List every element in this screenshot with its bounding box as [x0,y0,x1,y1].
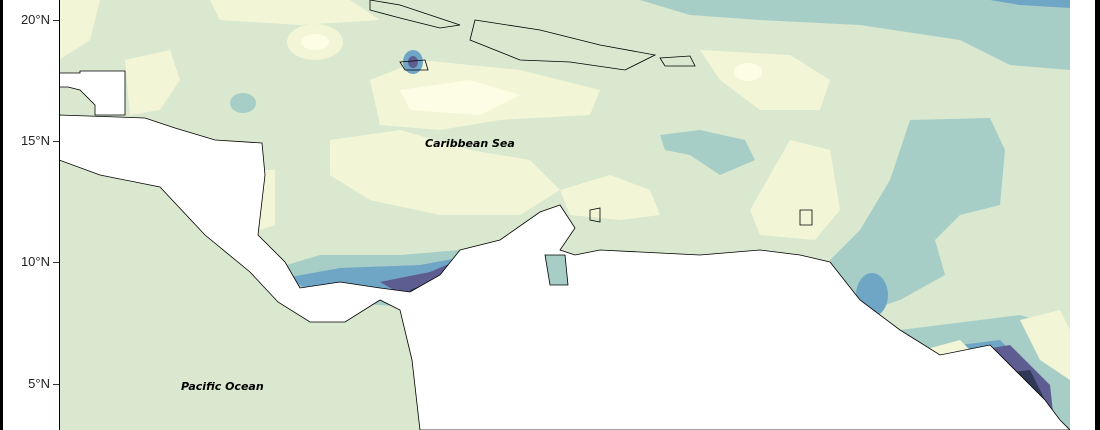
contour-yellow-coast [560,175,660,220]
contour-teal-mid [660,130,755,175]
y-tick-label: 10°N [20,254,50,269]
land-guatemala-north [59,70,126,116]
contour-cream-jamaica [400,80,520,115]
right-border [1095,0,1100,430]
label-pacific-ocean: Pacific Ocean [181,380,264,393]
island-jamaica [399,59,429,71]
y-tick [53,20,59,21]
land-outline [59,0,1070,430]
label-caribbean-sea: Caribbean Sea [425,137,515,150]
contour-yellow-east [1020,310,1070,380]
y-tick [53,262,59,263]
contour-blue-north [990,0,1070,8]
contour-yellow-nw [59,0,100,60]
contour-cream-antilles [734,63,762,81]
contour-teal-patch [230,93,256,113]
y-tick-label: 15°N [20,133,50,148]
contour-yellow-central [330,130,560,215]
contour-teal-east [830,118,1005,310]
contour-teal-north [640,0,1070,70]
lake-maracaibo [544,254,569,286]
y-axis-line [59,0,60,430]
contour-yellow-antilles [700,50,830,110]
island-puerto-rico [659,55,696,67]
y-tick [53,141,59,142]
island-trinidad [799,209,813,226]
contour-yellow-belize [125,50,180,115]
y-tick [53,384,59,385]
island-cuba [369,0,461,29]
contour-purple-jamaica [408,56,418,68]
left-border [0,0,3,430]
y-tick-label: 5°N [28,376,50,391]
contour-cream-blob [301,34,329,50]
y-tick-label: 20°N [20,12,50,27]
island-curacao [589,207,601,223]
contour-yellow-north [210,0,380,25]
island-hispaniola [469,19,657,71]
contour-yellow-windward [750,140,840,240]
